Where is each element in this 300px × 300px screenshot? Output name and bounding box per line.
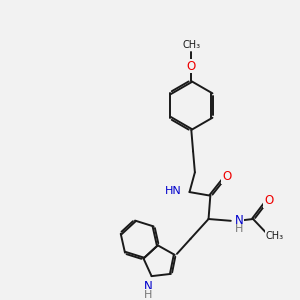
Text: O: O — [264, 194, 273, 207]
Text: CH₃: CH₃ — [266, 231, 284, 241]
Text: HN: HN — [165, 186, 181, 197]
Text: CH₃: CH₃ — [182, 40, 200, 50]
Text: H: H — [234, 224, 243, 234]
Text: H: H — [144, 290, 152, 300]
Text: N: N — [234, 214, 243, 226]
Text: N: N — [144, 280, 152, 293]
Text: O: O — [222, 170, 232, 183]
Text: O: O — [187, 59, 196, 73]
